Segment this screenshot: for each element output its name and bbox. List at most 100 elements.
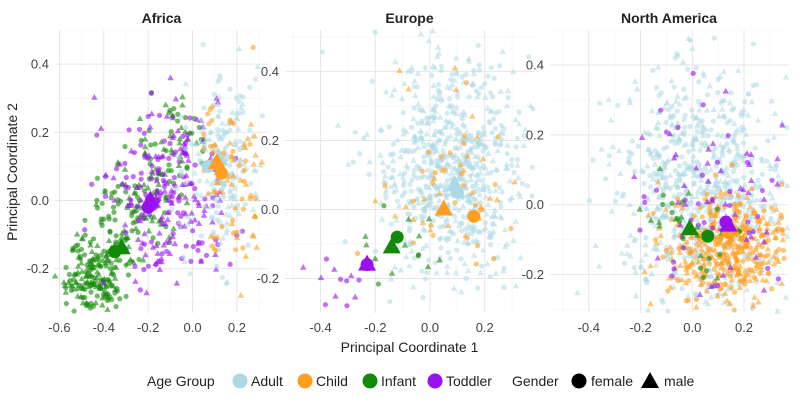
sample-point xyxy=(618,192,626,199)
sample-point xyxy=(111,209,117,215)
sample-point xyxy=(110,272,117,278)
sample-point xyxy=(465,221,472,228)
sample-point xyxy=(412,92,419,98)
sample-point xyxy=(420,225,427,232)
sample-point xyxy=(411,255,417,261)
sample-point xyxy=(101,248,107,254)
sample-point xyxy=(175,193,183,200)
sample-point xyxy=(136,126,143,133)
sample-point xyxy=(627,252,634,259)
sample-point xyxy=(452,135,460,142)
sample-point xyxy=(242,144,249,151)
sample-point xyxy=(655,109,662,116)
sample-point xyxy=(422,65,428,71)
sample-point xyxy=(459,74,465,80)
sample-point xyxy=(407,225,413,231)
sample-point xyxy=(529,193,535,199)
sample-point xyxy=(714,270,720,277)
sample-point xyxy=(638,257,645,263)
sample-point xyxy=(508,194,516,200)
sample-point xyxy=(758,259,765,266)
x-axis-title: Principal Coordinate 1 xyxy=(341,339,479,355)
sample-point xyxy=(527,102,534,109)
sample-point xyxy=(468,189,476,196)
sample-point xyxy=(614,190,620,196)
sample-point xyxy=(460,167,468,173)
sample-point xyxy=(755,213,761,220)
sample-point xyxy=(743,286,751,293)
sample-point xyxy=(168,129,174,135)
sample-point xyxy=(737,185,745,192)
sample-point xyxy=(191,216,199,223)
sample-point xyxy=(609,143,617,150)
sample-point xyxy=(666,130,674,137)
sample-point xyxy=(662,161,668,167)
sample-point xyxy=(520,142,527,149)
sample-point xyxy=(739,221,746,228)
sample-point xyxy=(504,87,512,94)
sample-point xyxy=(727,202,733,209)
sample-point xyxy=(130,258,137,265)
sample-point xyxy=(184,135,192,142)
sample-point xyxy=(512,116,519,123)
sample-point xyxy=(113,256,120,263)
sample-point xyxy=(198,117,204,124)
sample-point xyxy=(470,143,478,150)
sample-point xyxy=(574,289,581,296)
sample-point xyxy=(633,85,641,92)
sample-point xyxy=(202,204,208,210)
sample-point xyxy=(422,276,428,282)
sample-point xyxy=(770,133,778,140)
sample-point xyxy=(90,236,97,242)
sample-point xyxy=(195,220,203,226)
sample-point xyxy=(427,172,434,178)
sample-point xyxy=(172,95,180,102)
sample-point xyxy=(723,238,730,245)
sample-point xyxy=(415,252,422,258)
sample-point xyxy=(420,143,428,149)
sample-point xyxy=(454,195,462,202)
sample-point xyxy=(663,99,670,106)
sample-point xyxy=(670,259,677,265)
sample-point xyxy=(702,125,710,132)
sample-point xyxy=(654,246,661,253)
sample-point xyxy=(195,202,203,209)
sample-point xyxy=(363,241,370,248)
sample-point xyxy=(92,201,100,207)
sample-point xyxy=(770,253,777,260)
sample-point xyxy=(415,200,422,206)
sample-point xyxy=(73,270,81,277)
y-tick-label: -0.2 xyxy=(27,261,49,276)
sample-point xyxy=(693,297,700,303)
sample-point xyxy=(765,271,771,277)
sample-point xyxy=(682,279,690,286)
sample-point xyxy=(710,188,716,194)
sample-point xyxy=(457,161,464,168)
sample-point xyxy=(784,232,791,239)
sample-point xyxy=(112,217,118,223)
sample-point xyxy=(141,266,147,273)
sample-point xyxy=(78,268,86,274)
sample-point xyxy=(472,202,478,208)
sample-point xyxy=(75,248,81,254)
sample-point xyxy=(145,152,153,159)
sample-point xyxy=(448,169,455,176)
sample-point xyxy=(453,144,460,151)
sample-point xyxy=(740,106,748,112)
sample-point xyxy=(590,157,596,163)
sample-point xyxy=(685,35,692,41)
sample-point xyxy=(156,112,163,118)
sample-point xyxy=(419,268,425,274)
sample-point xyxy=(746,208,752,214)
sample-point xyxy=(644,280,650,286)
sample-point xyxy=(185,215,191,221)
sample-point xyxy=(647,262,654,269)
sample-point xyxy=(666,274,673,281)
sample-point xyxy=(746,161,753,168)
sample-point xyxy=(242,201,248,207)
sample-point xyxy=(613,198,619,204)
sample-point xyxy=(483,144,489,151)
sample-point xyxy=(99,301,106,308)
sample-point xyxy=(680,245,686,251)
